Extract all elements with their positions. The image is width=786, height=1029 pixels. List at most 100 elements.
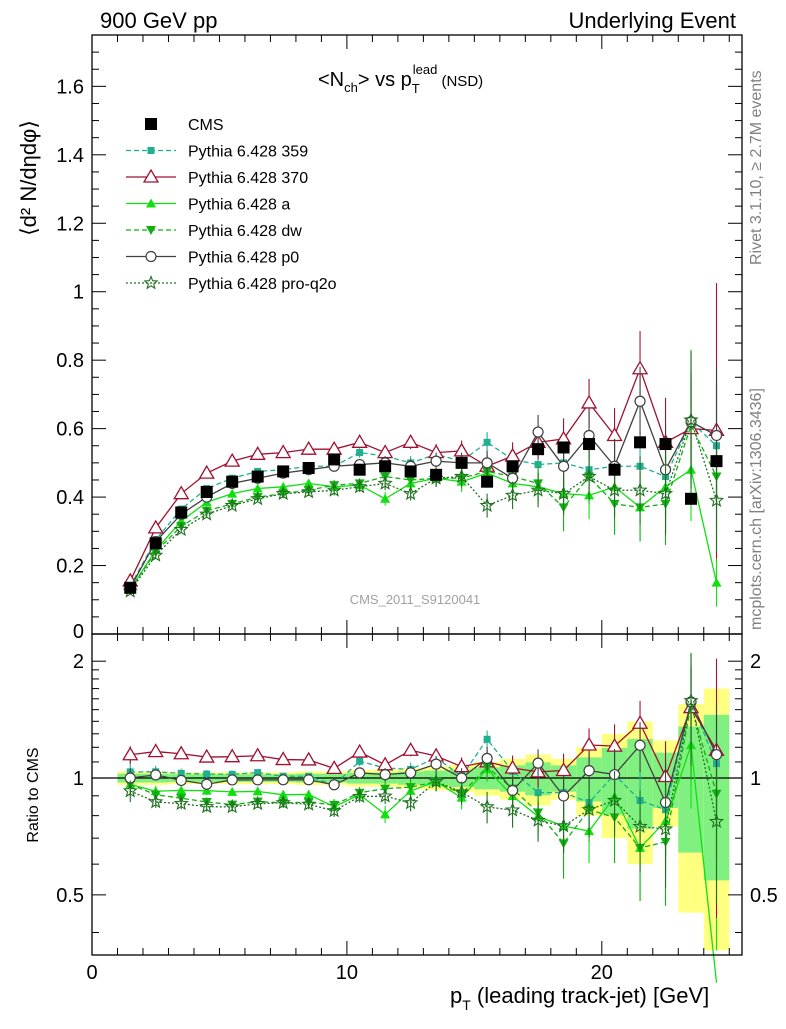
y-tick-label: 0.8 <box>56 350 84 372</box>
data-point <box>226 475 239 488</box>
y-tick-label: 1.2 <box>56 213 84 235</box>
data-point <box>124 581 137 594</box>
legend-entry-3: Pythia 6.428 dw <box>126 223 302 240</box>
marker <box>708 813 725 829</box>
marker <box>303 789 314 799</box>
marker <box>301 796 317 811</box>
marker <box>275 751 292 766</box>
marker <box>430 758 442 770</box>
marker <box>175 774 187 787</box>
marker <box>555 817 572 833</box>
marker <box>300 440 317 455</box>
y-axis-label: ⟨d² N/dηdφ⟩ <box>16 120 41 236</box>
data-point <box>200 485 213 498</box>
data-point <box>175 506 188 519</box>
marker <box>122 746 139 761</box>
legend-entry-data: CMS <box>145 117 224 134</box>
series-line <box>129 418 718 592</box>
marker <box>142 168 160 183</box>
legend-entry-5: Pythia 6.428 pro-q2o <box>126 274 337 293</box>
marker <box>250 795 266 811</box>
legend-label: Pythia 6.428 pro-q2o <box>188 276 337 293</box>
legend-label: CMS <box>188 117 224 134</box>
marker <box>224 497 240 513</box>
data-point <box>379 460 392 473</box>
marker <box>228 770 236 778</box>
marker <box>583 765 595 777</box>
y-tick-label: 1.4 <box>56 145 84 167</box>
y-tick-label: 0.2 <box>56 556 84 578</box>
marker <box>580 736 598 751</box>
x-axis-label: pT (leading track-jet) [GeV] <box>450 983 709 1013</box>
data-point <box>277 465 290 478</box>
legend-label: Pythia 6.428 359 <box>188 144 308 161</box>
data-point <box>353 463 366 476</box>
marker <box>147 147 155 154</box>
marker <box>708 492 725 508</box>
marker <box>250 490 266 506</box>
marker <box>145 250 157 263</box>
ratio-series-line <box>130 699 718 811</box>
series-5 <box>122 351 725 598</box>
y-tick-label: 1 <box>73 282 84 304</box>
marker <box>224 452 241 467</box>
marker <box>150 769 162 781</box>
series-2 <box>125 418 722 607</box>
marker <box>606 792 623 808</box>
data-point <box>506 460 519 473</box>
data-point <box>481 475 494 488</box>
data-point <box>710 455 723 468</box>
ratio-tick-label: 2 <box>73 651 84 673</box>
marker <box>479 798 495 814</box>
marker <box>506 784 519 797</box>
marker <box>430 455 442 467</box>
data-series <box>124 436 723 594</box>
marker <box>581 468 597 484</box>
marker <box>301 483 317 499</box>
marker <box>326 802 342 818</box>
x-tick-label: 0 <box>86 962 97 984</box>
marker <box>532 426 544 438</box>
ratio-series-line <box>129 704 718 849</box>
ratio-frame <box>91 633 743 956</box>
marker <box>683 692 699 708</box>
marker <box>226 774 238 786</box>
marker <box>534 789 542 797</box>
marker <box>377 475 393 490</box>
marker <box>249 747 266 762</box>
marker <box>380 493 391 503</box>
marker <box>303 478 314 488</box>
legend-entry-0: Pythia 6.428 359 <box>126 144 308 161</box>
marker <box>328 779 340 791</box>
ratio-tick-label-right: 2 <box>750 651 761 673</box>
marker <box>352 788 368 804</box>
marker <box>252 483 263 493</box>
marker <box>479 497 495 513</box>
legend: CMS Pythia 6.428 359 Pythia 6.428 370 Pythi… <box>126 117 337 293</box>
legend-entry-2: Pythia 6.428 a <box>126 197 290 214</box>
marker <box>275 794 291 810</box>
series-1 <box>122 283 725 587</box>
data-point <box>685 492 698 505</box>
marker <box>379 769 391 781</box>
marker <box>504 487 521 502</box>
marker <box>405 767 417 779</box>
marker <box>303 774 315 786</box>
marker <box>326 760 343 775</box>
ratio-series-5 <box>122 653 725 904</box>
marker <box>224 798 240 814</box>
marker <box>173 485 190 500</box>
y-tick-label: 0 <box>73 621 84 643</box>
marker <box>483 438 491 446</box>
marker <box>198 464 215 479</box>
ratio-tick-label: 1 <box>73 768 84 790</box>
marker <box>300 751 317 766</box>
marker <box>481 457 493 469</box>
rivet-label: Rivet 3.1.10, ≥ 2.7M events <box>748 70 765 265</box>
data-point <box>608 463 621 476</box>
y-tick-label: 1.6 <box>56 76 84 98</box>
marker <box>532 757 544 769</box>
ratio-series-4 <box>124 665 723 856</box>
